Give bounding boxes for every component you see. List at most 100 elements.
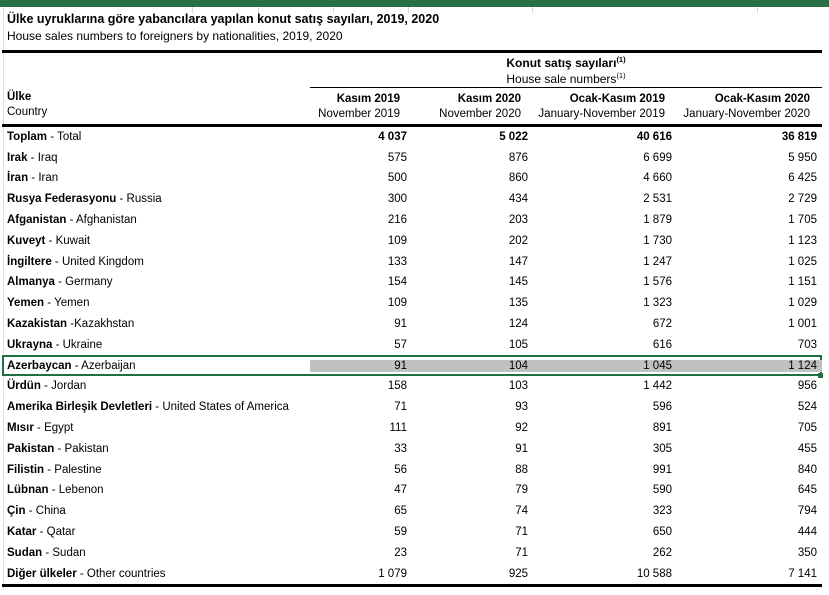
- value-cell-jannov2020[interactable]: 703: [797, 338, 817, 351]
- country-cell[interactable]: Toplam - Total: [2, 131, 310, 143]
- country-cell[interactable]: Kuveyt - Kuwait: [2, 235, 310, 247]
- value-cell-nov2020[interactable]: 91: [515, 442, 528, 455]
- value-cell-nov2020[interactable]: 124: [508, 318, 528, 331]
- value-cell-nov2020[interactable]: 876: [508, 151, 528, 164]
- value-cell-jannov2019[interactable]: 305: [652, 442, 672, 455]
- value-cell-jannov2019[interactable]: 650: [652, 526, 672, 539]
- country-cell[interactable]: Pakistan - Pakistan: [2, 443, 310, 455]
- value-cell-jannov2020[interactable]: 36 819: [781, 130, 817, 143]
- country-cell[interactable]: Diğer ülkeler - Other countries: [2, 568, 310, 580]
- value-cell-jannov2020[interactable]: 1 124: [677, 359, 822, 372]
- value-cell-jannov2019[interactable]: 1 879: [643, 214, 672, 227]
- country-cell[interactable]: Mısır - Egypt: [2, 422, 310, 434]
- value-cell-nov2019[interactable]: 133: [387, 255, 407, 268]
- value-cell-jannov2019[interactable]: 2 531: [643, 193, 672, 206]
- value-cell-jannov2019[interactable]: 1 247: [643, 255, 672, 268]
- value-cell-jannov2020[interactable]: 524: [797, 401, 817, 414]
- value-cell-jannov2020[interactable]: 6 425: [788, 172, 817, 185]
- value-cell-jannov2019[interactable]: 10 588: [636, 567, 672, 580]
- value-cell-nov2019[interactable]: 300: [387, 193, 407, 206]
- value-cell-nov2020[interactable]: 79: [515, 484, 528, 497]
- value-cell-nov2020[interactable]: 860: [508, 172, 528, 185]
- value-cell-nov2019[interactable]: 216: [387, 214, 407, 227]
- value-cell-jannov2019[interactable]: 991: [652, 463, 672, 476]
- value-cell-jannov2019[interactable]: 262: [652, 546, 672, 559]
- value-cell-jannov2020[interactable]: 455: [797, 442, 817, 455]
- value-cell-nov2020[interactable]: 74: [515, 505, 528, 518]
- value-cell-nov2020[interactable]: 71: [515, 546, 528, 559]
- country-cell[interactable]: Ukrayna - Ukraine: [2, 339, 310, 351]
- value-cell-nov2020[interactable]: 202: [508, 234, 528, 247]
- value-cell-nov2019[interactable]: 109: [387, 297, 407, 310]
- value-cell-jannov2019[interactable]: 672: [652, 318, 672, 331]
- value-cell-nov2020[interactable]: 103: [508, 380, 528, 393]
- value-cell-nov2020[interactable]: 104: [412, 359, 533, 372]
- value-cell-jannov2019[interactable]: 323: [652, 505, 672, 518]
- value-cell-nov2020[interactable]: 71: [515, 526, 528, 539]
- value-cell-nov2020[interactable]: 92: [515, 422, 528, 435]
- country-cell[interactable]: Ürdün - Jordan: [2, 380, 310, 392]
- value-cell-jannov2020[interactable]: 956: [797, 380, 817, 393]
- value-cell-nov2020[interactable]: 145: [508, 276, 528, 289]
- value-cell-jannov2020[interactable]: 1 151: [788, 276, 817, 289]
- value-cell-nov2019[interactable]: 575: [387, 151, 407, 164]
- value-cell-jannov2020[interactable]: 1 025: [788, 255, 817, 268]
- value-cell-jannov2019[interactable]: 590: [652, 484, 672, 497]
- value-cell-jannov2020[interactable]: 794: [797, 505, 817, 518]
- value-cell-jannov2020[interactable]: 840: [797, 463, 817, 476]
- value-cell-jannov2019[interactable]: 891: [652, 422, 672, 435]
- value-cell-jannov2020[interactable]: 7 141: [788, 567, 817, 580]
- value-cell-jannov2019[interactable]: 6 699: [643, 151, 672, 164]
- value-cell-nov2020[interactable]: 105: [508, 338, 528, 351]
- value-cell-nov2019[interactable]: 33: [394, 442, 407, 455]
- value-cell-nov2019[interactable]: 59: [394, 526, 407, 539]
- value-cell-jannov2019[interactable]: 4 660: [643, 172, 672, 185]
- value-cell-nov2020[interactable]: 135: [508, 297, 528, 310]
- country-cell[interactable]: Rusya Federasyonu - Russia: [2, 193, 310, 205]
- value-cell-nov2019[interactable]: 57: [394, 338, 407, 351]
- value-cell-nov2019[interactable]: 111: [389, 422, 407, 435]
- value-cell-nov2020[interactable]: 93: [515, 401, 528, 414]
- country-cell[interactable]: Azerbaycan - Azerbaijan: [2, 360, 310, 372]
- value-cell-jannov2019[interactable]: 1 323: [643, 297, 672, 310]
- value-cell-nov2019[interactable]: 23: [394, 546, 407, 559]
- value-cell-nov2020[interactable]: 5 022: [499, 130, 528, 143]
- value-cell-jannov2019[interactable]: 616: [652, 338, 672, 351]
- value-cell-jannov2019[interactable]: 1 576: [643, 276, 672, 289]
- country-cell[interactable]: İngiltere - United Kingdom: [2, 256, 310, 268]
- country-cell[interactable]: Kazakistan -Kazakhstan: [2, 318, 310, 330]
- value-cell-jannov2019[interactable]: 1 442: [643, 380, 672, 393]
- country-cell[interactable]: Çin - China: [2, 505, 310, 517]
- value-cell-jannov2019[interactable]: 40 616: [636, 130, 672, 143]
- country-cell[interactable]: Sudan - Sudan: [2, 547, 310, 559]
- value-cell-nov2019[interactable]: 71: [394, 401, 407, 414]
- value-cell-nov2019[interactable]: 500: [387, 172, 407, 185]
- value-cell-nov2020[interactable]: 203: [508, 214, 528, 227]
- value-cell-nov2019[interactable]: 91: [310, 359, 412, 372]
- value-cell-nov2019[interactable]: 154: [387, 276, 407, 289]
- value-cell-nov2019[interactable]: 65: [394, 505, 407, 518]
- country-cell[interactable]: Afganistan - Afghanistan: [2, 214, 310, 226]
- value-cell-jannov2020[interactable]: 5 950: [788, 151, 817, 164]
- value-cell-nov2020[interactable]: 88: [515, 463, 528, 476]
- value-cell-nov2019[interactable]: 1 079: [378, 567, 407, 580]
- value-cell-nov2020[interactable]: 434: [508, 193, 528, 206]
- value-cell-jannov2020[interactable]: 444: [797, 526, 817, 539]
- value-cell-jannov2019[interactable]: 596: [652, 401, 672, 414]
- value-cell-jannov2020[interactable]: 705: [797, 422, 817, 435]
- country-cell[interactable]: Yemen - Yemen: [2, 297, 310, 309]
- value-cell-jannov2020[interactable]: 1 123: [788, 234, 817, 247]
- country-cell[interactable]: Almanya - Germany: [2, 276, 310, 288]
- value-cell-nov2020[interactable]: 925: [508, 567, 528, 580]
- country-cell[interactable]: Amerika Birleşik Devletleri - United Sta…: [2, 401, 310, 413]
- country-cell[interactable]: Katar - Qatar: [2, 526, 310, 538]
- value-cell-nov2019[interactable]: 56: [394, 463, 407, 476]
- country-cell[interactable]: Irak - Iraq: [2, 152, 310, 164]
- value-cell-jannov2019[interactable]: 1 730: [643, 234, 672, 247]
- country-cell[interactable]: Filistin - Palestine: [2, 464, 310, 476]
- value-cell-jannov2020[interactable]: 1 705: [788, 214, 817, 227]
- value-cell-jannov2020[interactable]: 350: [797, 546, 817, 559]
- value-cell-jannov2020[interactable]: 1 029: [788, 297, 817, 310]
- value-cell-jannov2019[interactable]: 1 045: [533, 359, 677, 372]
- value-cell-jannov2020[interactable]: 2 729: [788, 193, 817, 206]
